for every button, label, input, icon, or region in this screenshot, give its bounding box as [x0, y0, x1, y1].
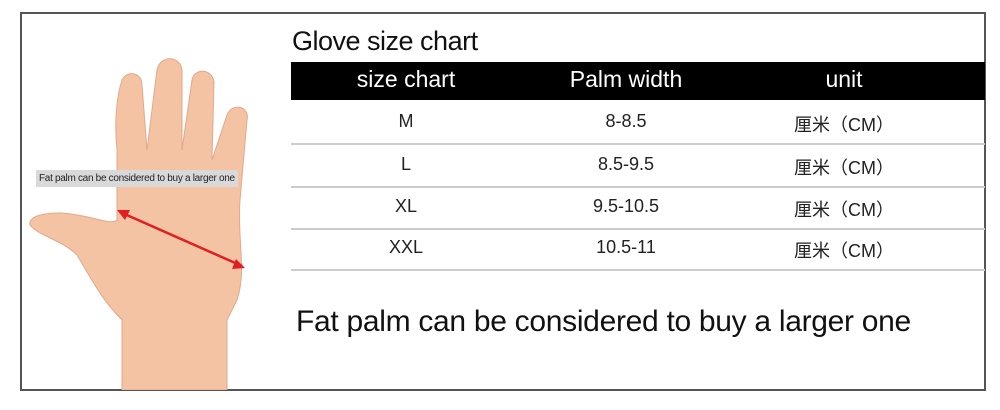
header-palm-width: Palm width	[569, 66, 683, 92]
fit-note: Fat palm can be considered to buy a larg…	[296, 305, 911, 338]
table-row: M 8-8.5 厘米（CM）	[291, 101, 985, 145]
palm-width-cell: 9.5-10.5	[592, 196, 660, 216]
unit-cell: 厘米（CM）	[794, 200, 894, 220]
table-row: L 8.5-9.5 厘米（CM）	[291, 144, 985, 188]
palm-width-cell: 10.5-11	[596, 237, 656, 257]
table-row: XL 9.5-10.5 厘米（CM）	[291, 186, 985, 230]
table-header: size chart Palm width unit	[291, 62, 985, 100]
unit-cell: 厘米（CM）	[794, 115, 894, 135]
hand-illustration	[29, 58, 248, 390]
unit-cell: 厘米（CM）	[794, 158, 894, 178]
size-cell: XL	[394, 196, 418, 216]
hand-label: Fat palm can be considered to buy a larg…	[36, 170, 238, 187]
palm-width-arrow	[119, 210, 243, 268]
palm-width-cell: 8-8.5	[605, 111, 647, 131]
size-cell: XXL	[388, 237, 424, 257]
chart-frame	[20, 12, 986, 391]
unit-cell: 厘米（CM）	[794, 241, 894, 261]
size-cell: L	[400, 154, 412, 174]
table-row: XXL 10.5-11 厘米（CM）	[291, 227, 985, 271]
header-size: size chart	[356, 66, 456, 92]
size-cell: M	[398, 111, 414, 131]
palm-width-cell: 8.5-9.5	[597, 154, 655, 174]
chart-title: Glove size chart	[292, 26, 478, 56]
header-unit: unit	[825, 66, 863, 92]
